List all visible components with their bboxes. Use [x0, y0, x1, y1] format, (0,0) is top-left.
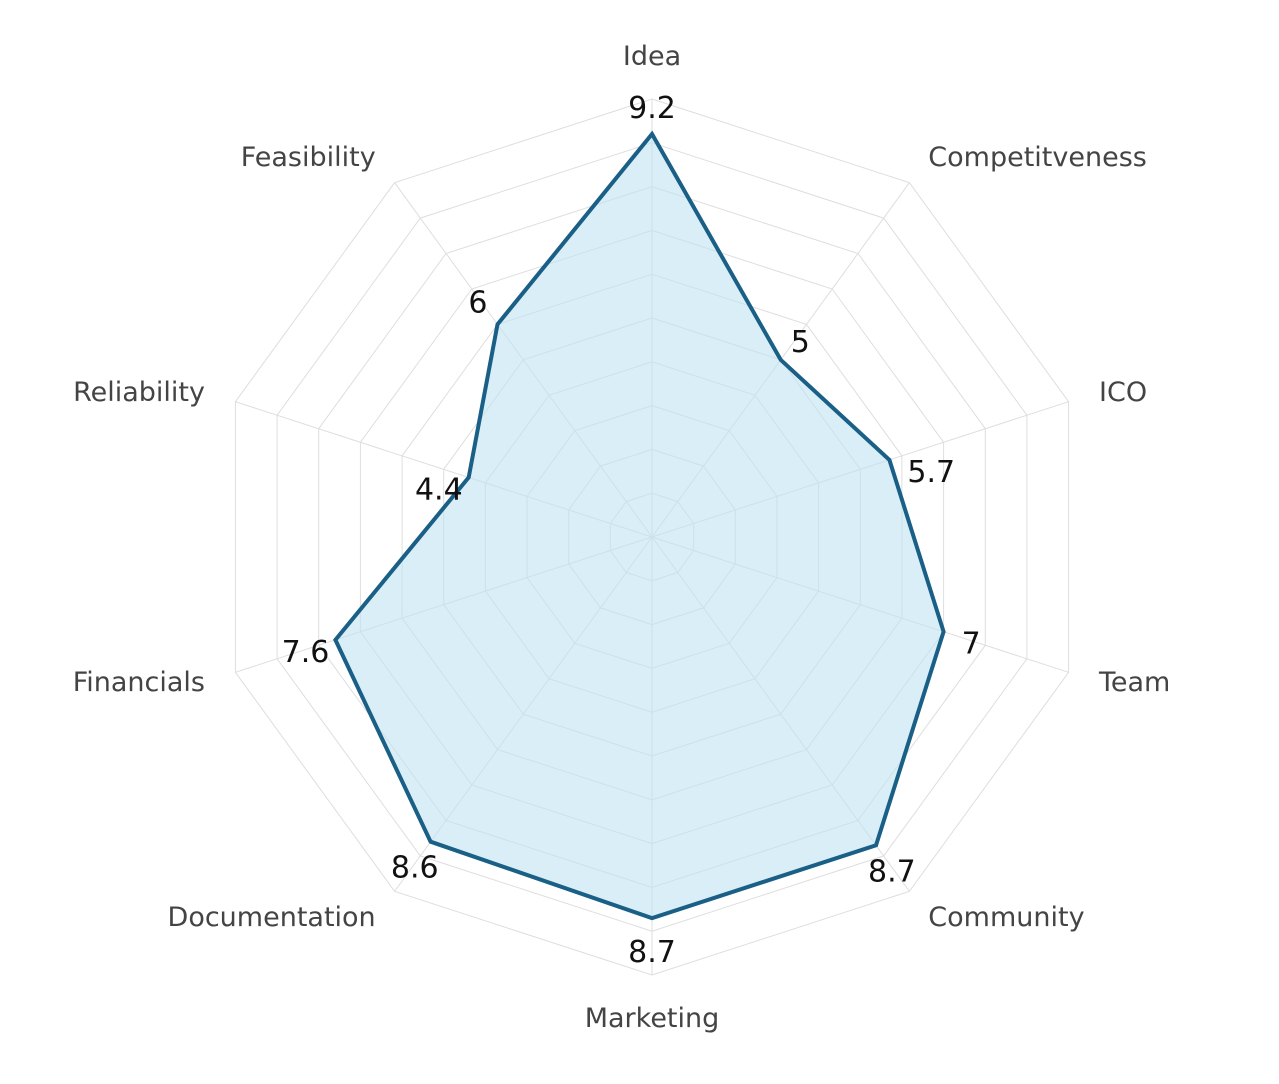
axis-label-financials: Financials	[73, 667, 205, 698]
value-label-feasibility: 6	[468, 285, 487, 320]
value-label-documentation: 8.6	[391, 851, 439, 886]
value-label-reliability: 4.4	[415, 472, 463, 507]
value-label-community: 8.7	[868, 854, 916, 889]
value-label-marketing: 8.7	[628, 935, 676, 970]
axis-label-reliability: Reliability	[73, 377, 205, 408]
series-line	[333, 130, 946, 921]
value-label-team: 7	[962, 627, 981, 662]
value-label-ico: 5.7	[907, 455, 955, 490]
axis-label-marketing: Marketing	[585, 1003, 720, 1034]
axis-label-documentation: Documentation	[168, 902, 376, 933]
axis-label-community: Community	[928, 902, 1084, 933]
axis-label-team: Team	[1098, 667, 1170, 698]
axis-label-ico: ICO	[1099, 377, 1147, 408]
label-layer: Idea Competitveness ICO Team Community Market…	[73, 41, 1171, 1034]
series-area	[335, 134, 944, 919]
axis-label-competitveness: Competitveness	[928, 142, 1147, 173]
value-label-financials: 7.6	[282, 635, 330, 670]
axis-label-feasibility: Feasibility	[241, 142, 376, 173]
value-label-competitveness: 5	[791, 325, 810, 360]
value-label-idea: 9.2	[628, 91, 676, 126]
series-layer	[333, 130, 946, 921]
axis-label-idea: Idea	[623, 41, 681, 72]
